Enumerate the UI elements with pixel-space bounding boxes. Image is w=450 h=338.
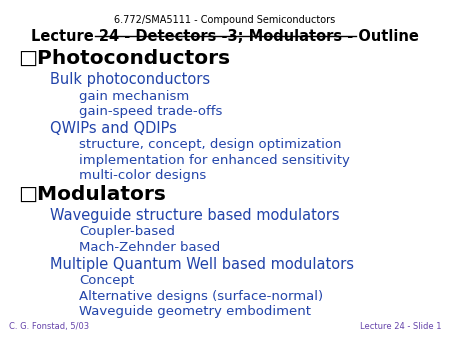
Text: □Modulators: □Modulators (18, 185, 166, 204)
Text: Lecture 24 - Detectors -3; Modulators - Outline: Lecture 24 - Detectors -3; Modulators - … (31, 29, 419, 44)
Text: 6.772/SMA5111 - Compound Semiconductors: 6.772/SMA5111 - Compound Semiconductors (114, 15, 336, 25)
Text: Lecture 24 - Slide 1: Lecture 24 - Slide 1 (360, 321, 441, 331)
Text: implementation for enhanced sensitivity: implementation for enhanced sensitivity (79, 154, 350, 167)
Text: structure, concept, design optimization: structure, concept, design optimization (79, 138, 341, 151)
Text: Alternative designs (surface-normal): Alternative designs (surface-normal) (79, 290, 323, 303)
Text: Mach-Zehnder based: Mach-Zehnder based (79, 241, 220, 254)
Text: multi-color designs: multi-color designs (79, 169, 206, 182)
Text: Multiple Quantum Well based modulators: Multiple Quantum Well based modulators (50, 257, 354, 271)
Text: Waveguide structure based modulators: Waveguide structure based modulators (50, 208, 339, 223)
Text: gain-speed trade-offs: gain-speed trade-offs (79, 105, 222, 118)
Text: Coupler-based: Coupler-based (79, 225, 175, 238)
Text: Waveguide geometry embodiment: Waveguide geometry embodiment (79, 305, 311, 318)
Text: C. G. Fonstad, 5/03: C. G. Fonstad, 5/03 (9, 321, 89, 331)
Text: Concept: Concept (79, 274, 134, 287)
Text: gain mechanism: gain mechanism (79, 90, 189, 102)
Text: Bulk photoconductors: Bulk photoconductors (50, 72, 210, 87)
Text: □Photoconductors: □Photoconductors (18, 49, 230, 68)
Text: QWIPs and QDIPs: QWIPs and QDIPs (50, 121, 176, 136)
